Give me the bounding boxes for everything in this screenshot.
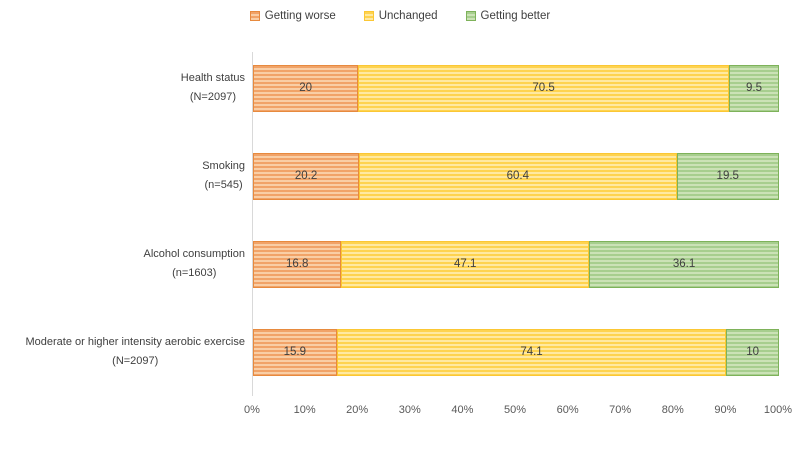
legend-item-unchanged: Unchanged <box>363 10 438 22</box>
legend-swatch-getting-better-icon <box>465 11 476 21</box>
category-n: (N=2097) <box>189 91 236 103</box>
category-label-moderate-or-higher-intensity-aerobic-exercise: Moderate or higher intensity aerobic exe… <box>25 329 245 376</box>
x-tick-label: 30% <box>398 404 421 416</box>
category-n: (n=545) <box>204 179 243 191</box>
bar-segment-unchanged: 60.4 <box>359 152 677 200</box>
x-tick-label: 60% <box>556 404 579 416</box>
bar-segment-getting-worse: 16.8 <box>253 240 342 288</box>
bar-value-label: 70.5 <box>532 82 555 94</box>
x-axis: 0% 10% 20% 30% 40% 50% 60% 70% 80% 90% 100% <box>244 404 792 420</box>
category-n: (N=2097) <box>112 355 159 367</box>
bar-value-label: 16.8 <box>285 258 309 270</box>
bar-segment-getting-better: 9.5 <box>729 64 779 112</box>
category-name: Moderate or higher intensity aerobic exe… <box>25 336 245 348</box>
x-tick-label: 10% <box>293 404 316 416</box>
category-n: (n=1603) <box>172 267 217 279</box>
bar-segment-unchanged: 70.5 <box>358 64 730 112</box>
bar-value-label: 47.1 <box>454 258 477 270</box>
x-tick-label: 80% <box>661 404 684 416</box>
legend-item-getting-better: Getting better <box>465 10 551 22</box>
legend-label: Unchanged <box>378 10 438 22</box>
x-tick-label: 100% <box>763 404 793 416</box>
category-label-smoking: Smoking (n=545) <box>202 153 245 200</box>
bar-value-label: 19.5 <box>716 170 739 182</box>
bar-segment-unchanged: 47.1 <box>341 240 590 288</box>
bar-segment-getting-better: 36.1 <box>589 240 779 288</box>
bar-row-moderate-or-higher-intensity-aerobic-exercise: 15.9 74.1 10 <box>253 328 779 376</box>
legend-item-getting-worse: Getting worse <box>249 10 336 22</box>
x-tick-label: 70% <box>609 404 632 416</box>
category-name: Health status <box>180 72 245 84</box>
x-tick-label: 90% <box>714 404 737 416</box>
bar-segment-unchanged: 74.1 <box>336 328 727 376</box>
x-tick-label: 0% <box>244 404 260 416</box>
category-label-alcohol-consumption: Alcohol consumption (n=1603) <box>143 241 245 288</box>
bar-segment-getting-worse: 20 <box>253 64 359 112</box>
bar-value-label: 10 <box>746 346 760 358</box>
bar-row-alcohol-consumption: 16.8 47.1 36.1 <box>253 240 779 288</box>
category-name: Alcohol consumption <box>143 248 245 260</box>
plot-area: 20 70.5 9.5 20.2 60.4 19.5 16.8 47.1 36.1 15.9 74.… <box>252 52 779 396</box>
bar-segment-getting-better: 19.5 <box>676 152 779 200</box>
bar-value-label: 20 <box>299 82 312 94</box>
bar-segment-getting-better: 10 <box>726 328 779 376</box>
bar-segment-getting-worse: 15.9 <box>253 328 337 376</box>
category-name: Smoking <box>202 160 245 172</box>
legend-swatch-getting-worse-icon <box>249 11 260 21</box>
category-label-health-status: Health status (N=2097) <box>181 65 245 112</box>
legend-label: Getting better <box>480 10 551 22</box>
x-tick-label: 40% <box>451 404 474 416</box>
bar-value-label: 74.1 <box>520 346 543 358</box>
bar-value-label: 20.2 <box>294 170 318 182</box>
legend: Getting worse Unchanged Getting better <box>0 10 800 22</box>
bar-value-label: 60.4 <box>506 170 530 182</box>
bar-row-smoking: 20.2 60.4 19.5 <box>253 152 779 200</box>
legend-label: Getting worse <box>264 10 336 22</box>
bar-value-label: 36.1 <box>672 258 696 270</box>
bar-row-health-status: 20 70.5 9.5 <box>253 64 779 112</box>
bar-value-label: 9.5 <box>746 82 762 94</box>
bar-segment-getting-worse: 20.2 <box>253 152 360 200</box>
bar-value-label: 15.9 <box>283 346 306 358</box>
legend-swatch-unchanged-icon <box>363 11 374 21</box>
x-tick-label: 50% <box>503 404 527 416</box>
x-tick-label: 20% <box>346 404 369 416</box>
